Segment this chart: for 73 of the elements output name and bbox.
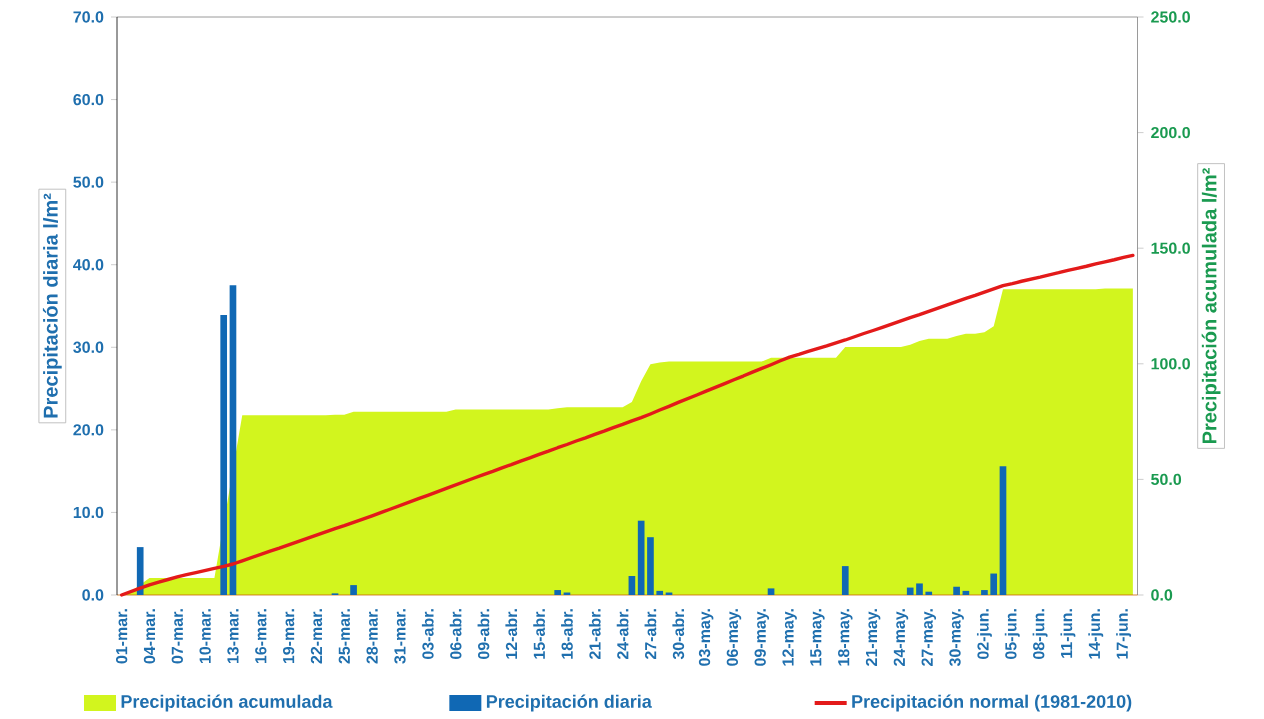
bar bbox=[220, 315, 228, 595]
y2-tick-label: 250.0 bbox=[1151, 11, 1190, 23]
x-tick-label: 04-mar. bbox=[143, 609, 156, 664]
x-tick-label: 18-may. bbox=[838, 609, 853, 666]
x-tick-label: 28-mar. bbox=[366, 609, 378, 664]
y2-tick-label: 50.0 bbox=[1151, 473, 1182, 486]
bar bbox=[925, 591, 933, 595]
x-tick-label: 16-mar. bbox=[255, 609, 267, 664]
bar bbox=[628, 576, 636, 595]
x-tick-label: 25-mar. bbox=[338, 609, 350, 664]
y-tick-label: 10.0 bbox=[73, 506, 104, 519]
legend-label: Precipitación normal (1981-2010) bbox=[852, 694, 1132, 712]
y-tick-label: 30.0 bbox=[73, 341, 104, 353]
x-tick-label: 27-abr. bbox=[644, 609, 657, 660]
x-tick-label: 30-may. bbox=[949, 609, 964, 667]
x-tick-label: 31-mar. bbox=[394, 609, 406, 664]
x-tick-label: 01-mar. bbox=[115, 609, 128, 664]
x-tick-label: 12-abr. bbox=[505, 609, 518, 659]
y-tick-label: 0.0 bbox=[82, 589, 104, 601]
bar bbox=[656, 590, 664, 595]
y2-axis-title: Precipitación acumulada l/m² bbox=[1201, 168, 1221, 444]
y-tick-label: 40.0 bbox=[73, 259, 104, 271]
x-tick-label: 07-mar. bbox=[171, 609, 183, 664]
legend-label: Precipitación diaria bbox=[486, 694, 652, 712]
x-tick-label: 09-may. bbox=[754, 609, 770, 666]
x-tick-label: 05-jun. bbox=[1004, 609, 1020, 659]
x-tick-label: 14-jun. bbox=[1088, 609, 1104, 659]
bar bbox=[999, 466, 1007, 595]
bar bbox=[350, 585, 357, 595]
y-tick-label: 20.0 bbox=[73, 424, 104, 436]
x-tick-label: 11-jun. bbox=[1060, 609, 1076, 658]
x-tick-label: 15-abr. bbox=[533, 609, 545, 659]
bar bbox=[953, 586, 960, 595]
x-tick-label: 10-mar. bbox=[199, 609, 211, 664]
y-tick-label: 50.0 bbox=[73, 176, 104, 188]
bar bbox=[767, 588, 775, 595]
x-tick-label: 08-jun. bbox=[1032, 609, 1048, 659]
x-tick-label: 06-may. bbox=[726, 609, 742, 666]
y-tick-label: 70.0 bbox=[73, 11, 104, 23]
x-tick-label: 21-abr. bbox=[588, 609, 601, 660]
x-tick-label: 18-abr. bbox=[561, 609, 573, 659]
x-tick-label: 03-may. bbox=[698, 609, 714, 666]
y2-tick-label: 100.0 bbox=[1151, 358, 1190, 370]
x-tick-label: 24-may. bbox=[893, 609, 909, 666]
y2-tick-label: 200.0 bbox=[1151, 126, 1190, 139]
x-tick-label: 19-mar. bbox=[282, 609, 295, 664]
x-tick-label: 27-may. bbox=[921, 609, 937, 666]
y2-tick-label: 0.0 bbox=[1151, 589, 1173, 601]
x-tick-label: 17-jun. bbox=[1116, 609, 1132, 659]
x-tick-label: 21-may. bbox=[865, 609, 881, 666]
x-tick-label: 12-may. bbox=[782, 609, 797, 666]
x-tick-label: 15-may. bbox=[810, 609, 825, 666]
bar bbox=[906, 587, 914, 595]
x-tick-label: 03-abr. bbox=[421, 609, 434, 660]
x-tick-label: 09-abr. bbox=[477, 609, 490, 660]
y-axis-title: Precipitación diaria l/m² bbox=[42, 193, 62, 418]
x-tick-label: 30-abr. bbox=[672, 609, 685, 660]
x-tick-label: 22-mar. bbox=[310, 609, 323, 664]
bar bbox=[841, 566, 849, 595]
bar bbox=[647, 537, 654, 595]
bar bbox=[916, 583, 923, 595]
bar bbox=[990, 573, 998, 595]
legend-label: Precipitación acumulada bbox=[121, 694, 333, 712]
bar bbox=[554, 590, 562, 595]
x-tick-label: 24-abr. bbox=[616, 609, 629, 660]
bar bbox=[136, 547, 144, 595]
y-tick-label: 60.0 bbox=[73, 93, 104, 106]
x-tick-label: 02-jun. bbox=[976, 609, 992, 659]
x-tick-label: 06-abr. bbox=[449, 609, 462, 660]
y2-tick-label: 150.0 bbox=[1151, 242, 1190, 254]
bar bbox=[637, 520, 645, 595]
x-tick-label: 13-mar. bbox=[227, 609, 239, 664]
bar bbox=[981, 590, 988, 595]
